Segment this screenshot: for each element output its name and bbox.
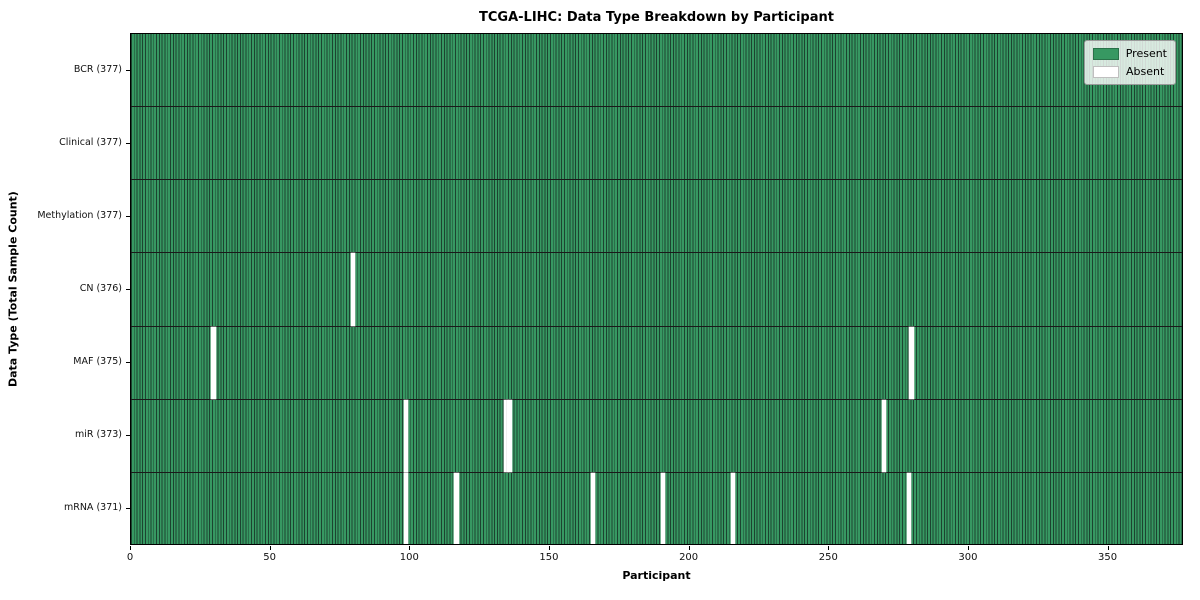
absent-cell-mRNA-215	[730, 472, 736, 544]
x-tick-label-350: 350	[1098, 552, 1118, 563]
x-tick-label-200: 200	[679, 552, 699, 563]
x-tick-mark	[409, 546, 411, 550]
absent-cell-mRNA-278	[906, 472, 912, 544]
x-tick-mark	[1107, 546, 1109, 550]
legend-item-absent: Absent	[1093, 65, 1167, 78]
absent-cell-miR-135	[507, 399, 512, 472]
y-tick-mark	[126, 69, 130, 71]
absent-cell-miR-98	[403, 399, 409, 472]
row-miR	[131, 399, 1182, 473]
chart-title: TCGA-LIHC: Data Type Breakdown by Partic…	[479, 10, 834, 25]
x-tick-label-100: 100	[399, 552, 419, 563]
absent-cell-miR-134	[504, 399, 509, 472]
row-Clinical	[131, 107, 1182, 181]
x-tick-label-50: 50	[263, 552, 276, 563]
absent-cell-MAF-29	[211, 326, 216, 399]
present-swatch-icon	[1093, 47, 1119, 60]
absent-cell-MAF-279	[909, 326, 914, 399]
y-tick-mark	[126, 289, 130, 290]
absent-cell-mRNA-165	[591, 472, 596, 544]
y-tick-label-CN: CN (376)	[79, 283, 122, 294]
absent-cell-mRNA-190	[660, 472, 666, 544]
legend-item-present: Present	[1093, 47, 1167, 60]
x-axis-label: Participant	[622, 569, 691, 582]
y-tick-label-miR: miR (373)	[74, 429, 122, 441]
absent-cell-mRNA-98	[403, 472, 409, 544]
x-tick-mark	[130, 546, 131, 550]
x-tick-label-250: 250	[818, 552, 838, 563]
legend-label-present: Present	[1125, 47, 1167, 60]
y-tick-label-Methylation: Methylation (377)	[37, 209, 122, 221]
y-tick-mark	[126, 508, 130, 510]
row-BCR	[131, 34, 1182, 108]
absent-cell-CN-79	[350, 253, 356, 326]
y-tick-mark	[126, 215, 130, 217]
y-tick-mark	[126, 142, 130, 144]
row-Methylation	[131, 180, 1182, 254]
x-tick-mark	[548, 546, 550, 550]
y-tick-label-BCR: BCR (377)	[73, 63, 122, 75]
plot-area	[130, 33, 1183, 545]
y-tick-mark	[126, 435, 130, 437]
row-mRNA	[131, 472, 1182, 544]
x-tick-mark	[828, 546, 830, 550]
x-tick-label-150: 150	[539, 552, 559, 563]
x-tick-label-0: 0	[126, 552, 134, 563]
y-tick-label-Clinical: Clinical (377)	[59, 136, 122, 148]
x-tick-label-300: 300	[958, 552, 978, 563]
absent-swatch-icon	[1093, 65, 1119, 78]
x-tick-mark	[269, 546, 271, 550]
row-MAF	[131, 326, 1182, 400]
absent-cell-mRNA-116	[454, 472, 459, 544]
legend: Present Absent	[1084, 40, 1176, 85]
row-CN	[131, 253, 1182, 327]
x-tick-mark	[688, 546, 690, 550]
y-tick-mark	[126, 362, 130, 364]
x-tick-mark	[967, 546, 969, 550]
y-tick-label-mRNA: mRNA (371)	[63, 502, 122, 514]
y-tick-label-MAF: MAF (375)	[73, 356, 122, 368]
absent-cell-miR-269	[881, 399, 886, 472]
legend-label-absent: Absent	[1126, 65, 1165, 78]
